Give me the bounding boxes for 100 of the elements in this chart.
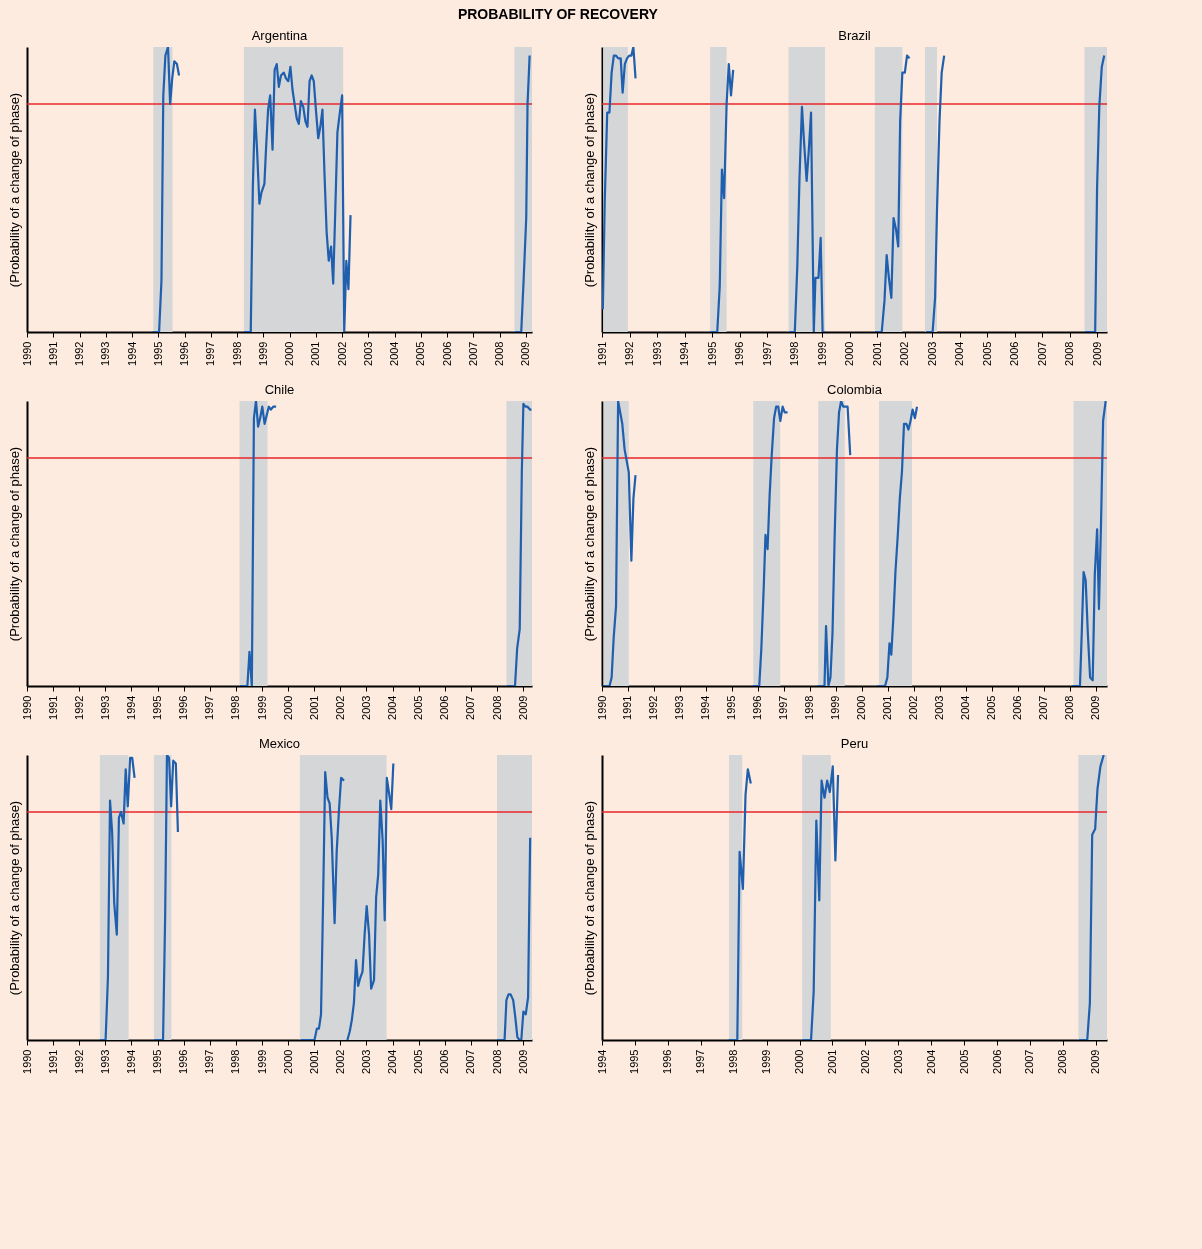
y-axis-title: (Probability of a change of phase) [581, 92, 597, 288]
x-tick-label: 1995 [628, 1049, 641, 1074]
y-axis-title: (Probability of a change of phase) [6, 800, 22, 996]
x-tick-label: 1993 [98, 695, 111, 720]
x-tick-label: 2006 [438, 695, 451, 720]
x-tick-label: 1991 [46, 341, 59, 366]
x-tick-label: 1991 [46, 1049, 59, 1074]
x-tick-label: 1998 [788, 341, 801, 366]
x-tick-label: 2008 [1063, 695, 1076, 720]
x-tick-label: 2008 [490, 1049, 503, 1074]
x-tick-label: 1999 [815, 341, 828, 366]
x-tick-label: 1995 [151, 341, 164, 366]
x-tick-label: 2008 [1063, 341, 1076, 366]
y-axis-title: (Probability of a change of phase) [6, 92, 22, 288]
x-tick-label: 1999 [255, 1049, 268, 1074]
x-tick-label: 2003 [359, 695, 372, 720]
x-tick-label: 1992 [72, 695, 85, 720]
x-tick-label: 2009 [1090, 341, 1103, 366]
x-tick-label: 2005 [412, 1049, 425, 1074]
x-tick-label: 2004 [386, 1049, 399, 1074]
x-tick-label: 2005 [957, 1049, 970, 1074]
x-tick-label: 1996 [733, 341, 746, 366]
x-tick-label: 2007 [466, 341, 479, 366]
x-tick-label: 2000 [843, 341, 856, 366]
x-tick-label: 2006 [1011, 695, 1024, 720]
x-tick-label: 2001 [307, 1049, 320, 1074]
x-tick-label: 2007 [464, 1049, 477, 1074]
x-tick-label: 2004 [386, 695, 399, 720]
x-tick-label: 2001 [881, 695, 894, 720]
x-tick-label: 1995 [151, 1049, 164, 1074]
x-tick-label: 1998 [727, 1049, 740, 1074]
x-tick-label: 2005 [980, 341, 993, 366]
x-tick-label: 1993 [98, 1049, 111, 1074]
x-tick-label: 2003 [933, 695, 946, 720]
x-tick-label: 1991 [46, 695, 59, 720]
x-tick-label: 1996 [177, 1049, 190, 1074]
x-tick-label: 1995 [705, 341, 718, 366]
x-tick-label: 1993 [650, 341, 663, 366]
x-tick-label: 2002 [333, 1049, 346, 1074]
chart-title: Mexico [258, 736, 301, 751]
x-tick-label: 1997 [760, 341, 773, 366]
x-tick-label: 1994 [124, 695, 137, 720]
x-tick-label: 2002 [335, 341, 348, 366]
x-tick-label: 2000 [281, 1049, 294, 1074]
x-tick-label: 1992 [73, 341, 86, 366]
x-tick-label: 1990 [20, 1049, 33, 1074]
x-tick-label: 1996 [661, 1049, 674, 1074]
chart-title: Colombia [827, 382, 883, 397]
x-tick-label: 2000 [283, 341, 296, 366]
x-tick-label: 2008 [1056, 1049, 1069, 1074]
x-tick-label: 1995 [151, 695, 164, 720]
x-tick-label: 1996 [751, 695, 764, 720]
x-tick-label: 2001 [870, 341, 883, 366]
x-tick-label: 2006 [438, 1049, 451, 1074]
x-tick-label: 2002 [907, 695, 920, 720]
x-tick-label: 2004 [924, 1049, 937, 1074]
x-tick-label: 1992 [647, 695, 660, 720]
x-tick-label: 1994 [678, 341, 691, 366]
x-tick-label: 2007 [1035, 341, 1048, 366]
x-tick-label: 1990 [20, 341, 33, 366]
x-tick-label: 1997 [203, 695, 216, 720]
y-axis-title: (Probability of a change of phase) [581, 446, 597, 642]
x-tick-label: 2000 [793, 1049, 806, 1074]
x-tick-label: 1990 [20, 695, 33, 720]
x-tick-label: 1997 [204, 341, 217, 366]
x-tick-label: 2008 [490, 695, 503, 720]
x-tick-label: 2000 [855, 695, 868, 720]
chart-title: Argentina [251, 28, 309, 43]
x-tick-label: 1999 [829, 695, 842, 720]
x-tick-label: 1990 [595, 695, 608, 720]
x-tick-label: 2009 [519, 341, 532, 366]
x-tick-label: 2004 [959, 695, 972, 720]
x-tick-label: 2003 [359, 1049, 372, 1074]
text: PROBABILITY OF RECOVERY [457, 6, 659, 22]
x-tick-label: 1995 [725, 695, 738, 720]
y-axis-title: (Probability of a change of phase) [581, 800, 597, 996]
x-tick-label: 2003 [925, 341, 938, 366]
x-tick-label: 1998 [229, 695, 242, 720]
x-tick-label: 1993 [99, 341, 112, 366]
x-tick-label: 2008 [493, 341, 506, 366]
x-tick-label: 1993 [673, 695, 686, 720]
x-tick-label: 1999 [255, 695, 268, 720]
x-tick-label: 1991 [595, 341, 608, 366]
x-tick-label: 1999 [760, 1049, 773, 1074]
x-tick-label: 1992 [623, 341, 636, 366]
x-tick-label: 1997 [694, 1049, 707, 1074]
x-tick-label: 2003 [891, 1049, 904, 1074]
x-tick-label: 2001 [309, 341, 322, 366]
x-tick-label: 2005 [985, 695, 998, 720]
x-tick-label: 1994 [124, 1049, 137, 1074]
x-tick-label: 2004 [953, 341, 966, 366]
x-tick-label: 2007 [1023, 1049, 1036, 1074]
x-tick-label: 2006 [440, 341, 453, 366]
x-tick-label: 2002 [333, 695, 346, 720]
x-tick-label: 2002 [898, 341, 911, 366]
x-tick-label: 1998 [229, 1049, 242, 1074]
x-tick-label: 2006 [1008, 341, 1021, 366]
x-tick-label: 2009 [516, 695, 529, 720]
x-tick-label: 1994 [699, 695, 712, 720]
x-tick-label: 1998 [803, 695, 816, 720]
